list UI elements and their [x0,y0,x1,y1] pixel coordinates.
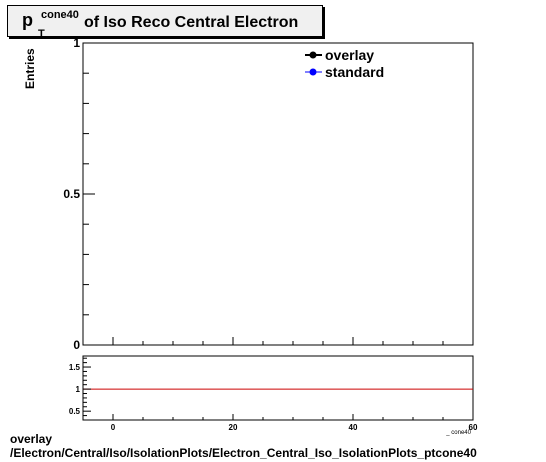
chart-title-box: p cone40 T of Iso Reco Central Electron [7,5,323,40]
ratio-plot-frame [82,355,474,421]
main-y-ticks [83,42,95,346]
ratio-y-tick-label: 0.5 [69,407,81,416]
legend: overlay standard [305,47,384,80]
main-x-ticks [112,337,474,345]
legend-overlay-marker [309,51,317,59]
main-y-tick-label: 0.5 [63,187,80,201]
main-plot-frame [82,42,474,346]
ratio-x-ticks [112,414,474,420]
ratio-y-tick-labels: 0.5 1 1.5 [69,363,81,416]
footer-line-1: overlay [10,432,53,446]
ratio-x-tick-label: 60 [469,423,478,432]
title-text: of Iso Reco Central Electron [84,14,299,31]
ratio-y-tick-label: 1 [76,385,81,394]
ratio-x-tick-labels: 0 20 40 60 [111,423,478,432]
ratio-x-tick-label: 0 [111,423,116,432]
ratio-x-tick-label: 40 [349,423,358,432]
ratio-y-tick-label: 1.5 [69,363,81,372]
main-y-tick-label: 0 [73,338,80,352]
title-base: p [22,10,33,30]
legend-standard-label: standard [325,64,384,80]
main-y-tick-label: 1 [73,36,80,50]
title-superscript: cone40 [41,9,79,21]
title-subscript: T [38,28,45,40]
ratio-y-ticks [83,357,91,417]
footer-line-2: /Electron/Central/Iso/IsolationPlots/Ele… [10,446,477,460]
y-axis-label: Entries [23,48,37,89]
legend-overlay-label: overlay [325,47,374,63]
ratio-x-tick-label: 20 [229,423,238,432]
main-y-tick-labels: 00.51 [63,36,80,352]
x-axis-label: _ cone40 [445,430,471,436]
legend-standard-marker [309,68,317,76]
